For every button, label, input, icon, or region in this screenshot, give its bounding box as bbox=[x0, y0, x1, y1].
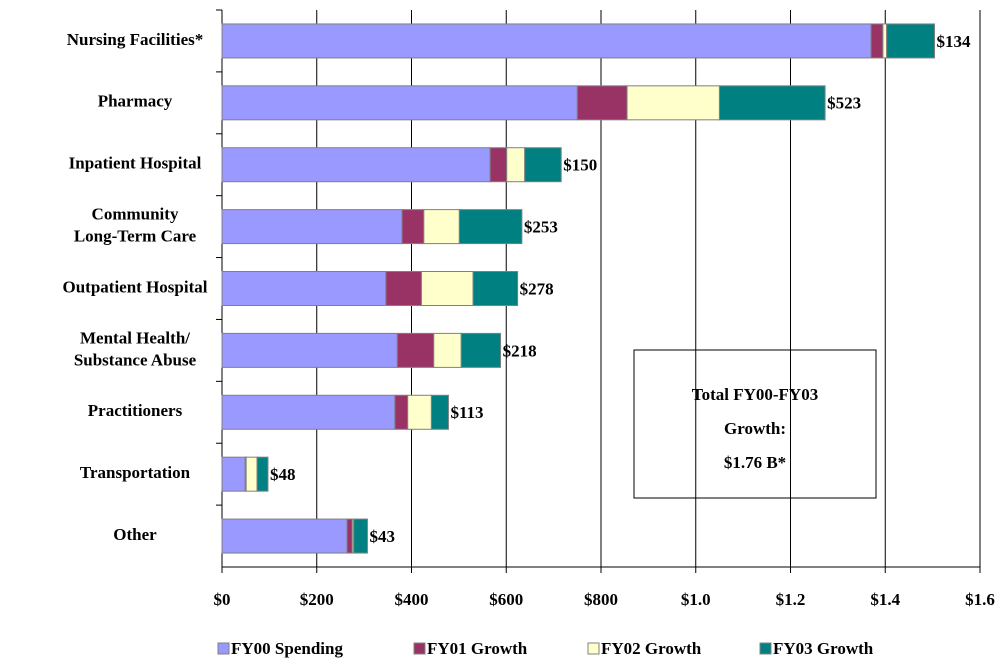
bar-segment bbox=[394, 394, 409, 430]
bar-segment bbox=[460, 332, 502, 368]
total-label: $278 bbox=[520, 279, 554, 298]
x-tick-label: $1.4 bbox=[870, 590, 900, 609]
y-tick-label: Pharmacy bbox=[98, 92, 173, 111]
annotation-text: Total FY00-FY03 bbox=[692, 385, 818, 404]
bar-segment bbox=[882, 23, 888, 59]
bar-segment bbox=[420, 271, 474, 306]
bar-segment bbox=[221, 456, 246, 492]
y-tick-label: Transportation bbox=[80, 463, 191, 482]
legend-label: FY02 Growth bbox=[601, 639, 702, 658]
bar-segment bbox=[718, 85, 826, 121]
bar-segment bbox=[256, 456, 269, 492]
annotation-text: $1.76 B* bbox=[724, 453, 786, 472]
bar-segment bbox=[472, 271, 519, 306]
bar-segment bbox=[576, 85, 628, 121]
annotation-box bbox=[633, 349, 877, 499]
y-tick-label: Other bbox=[113, 525, 157, 544]
bar-segment bbox=[353, 518, 368, 554]
bar-segment bbox=[489, 147, 508, 183]
bar-segment bbox=[626, 85, 720, 121]
x-tick-label: $800 bbox=[584, 590, 618, 609]
bar-segment bbox=[886, 23, 936, 59]
total-label: $523 bbox=[827, 94, 861, 113]
bar-segment bbox=[423, 209, 460, 245]
bar-segment bbox=[221, 518, 348, 554]
y-tick-label: Community bbox=[92, 205, 179, 224]
bar-segment bbox=[245, 456, 258, 492]
bar-segment bbox=[407, 394, 432, 430]
x-tick-label: $1.6 bbox=[965, 590, 995, 609]
legend-swatch bbox=[587, 642, 600, 655]
bar-segment bbox=[524, 147, 562, 183]
bar-segment bbox=[221, 23, 872, 59]
x-tick-label: $0 bbox=[214, 590, 231, 609]
legend-swatch bbox=[217, 642, 230, 655]
bar-segment bbox=[221, 271, 387, 306]
legend-label: FY01 Growth bbox=[427, 639, 528, 658]
bar-segment bbox=[396, 332, 435, 368]
total-label: $253 bbox=[524, 218, 558, 237]
legend-swatch bbox=[413, 642, 426, 655]
x-tick-label: $400 bbox=[395, 590, 429, 609]
bar-segment bbox=[506, 147, 526, 183]
y-tick-label: Inpatient Hospital bbox=[69, 154, 202, 173]
bar-segment bbox=[221, 394, 396, 430]
bar-segment bbox=[430, 394, 449, 430]
total-label: $48 bbox=[270, 465, 296, 484]
bar-segment bbox=[221, 209, 403, 245]
legend-label: FY03 Growth bbox=[773, 639, 874, 658]
x-tick-label: $1.2 bbox=[776, 590, 806, 609]
bar-segment bbox=[385, 271, 422, 306]
legend-swatch bbox=[759, 642, 772, 655]
annotation-text: Growth: bbox=[724, 419, 786, 438]
y-tick-label: Outpatient Hospital bbox=[63, 277, 208, 296]
total-label: $43 bbox=[369, 527, 395, 546]
bar-segment bbox=[346, 518, 353, 554]
bar-segment bbox=[221, 147, 491, 183]
bar-segment bbox=[870, 23, 884, 59]
y-tick-label: Long-Term Care bbox=[74, 227, 197, 246]
y-tick-label: Mental Health/ bbox=[80, 328, 190, 347]
bar-segment bbox=[433, 332, 462, 368]
x-tick-label: $200 bbox=[300, 590, 334, 609]
bar-segment bbox=[401, 209, 425, 245]
bar-segment bbox=[221, 332, 398, 368]
bar-segment bbox=[221, 85, 578, 121]
total-label: $134 bbox=[937, 32, 972, 51]
x-tick-label: $1.0 bbox=[681, 590, 711, 609]
x-tick-label: $600 bbox=[489, 590, 523, 609]
total-label: $218 bbox=[503, 341, 537, 360]
bar-segment bbox=[458, 209, 523, 245]
legend-label: FY00 Spending bbox=[231, 639, 343, 658]
total-label: $150 bbox=[563, 156, 597, 175]
y-tick-label: Nursing Facilities* bbox=[67, 30, 203, 49]
total-label: $113 bbox=[450, 403, 483, 422]
y-tick-label: Practitioners bbox=[88, 401, 183, 420]
y-tick-label: Substance Abuse bbox=[74, 350, 197, 369]
